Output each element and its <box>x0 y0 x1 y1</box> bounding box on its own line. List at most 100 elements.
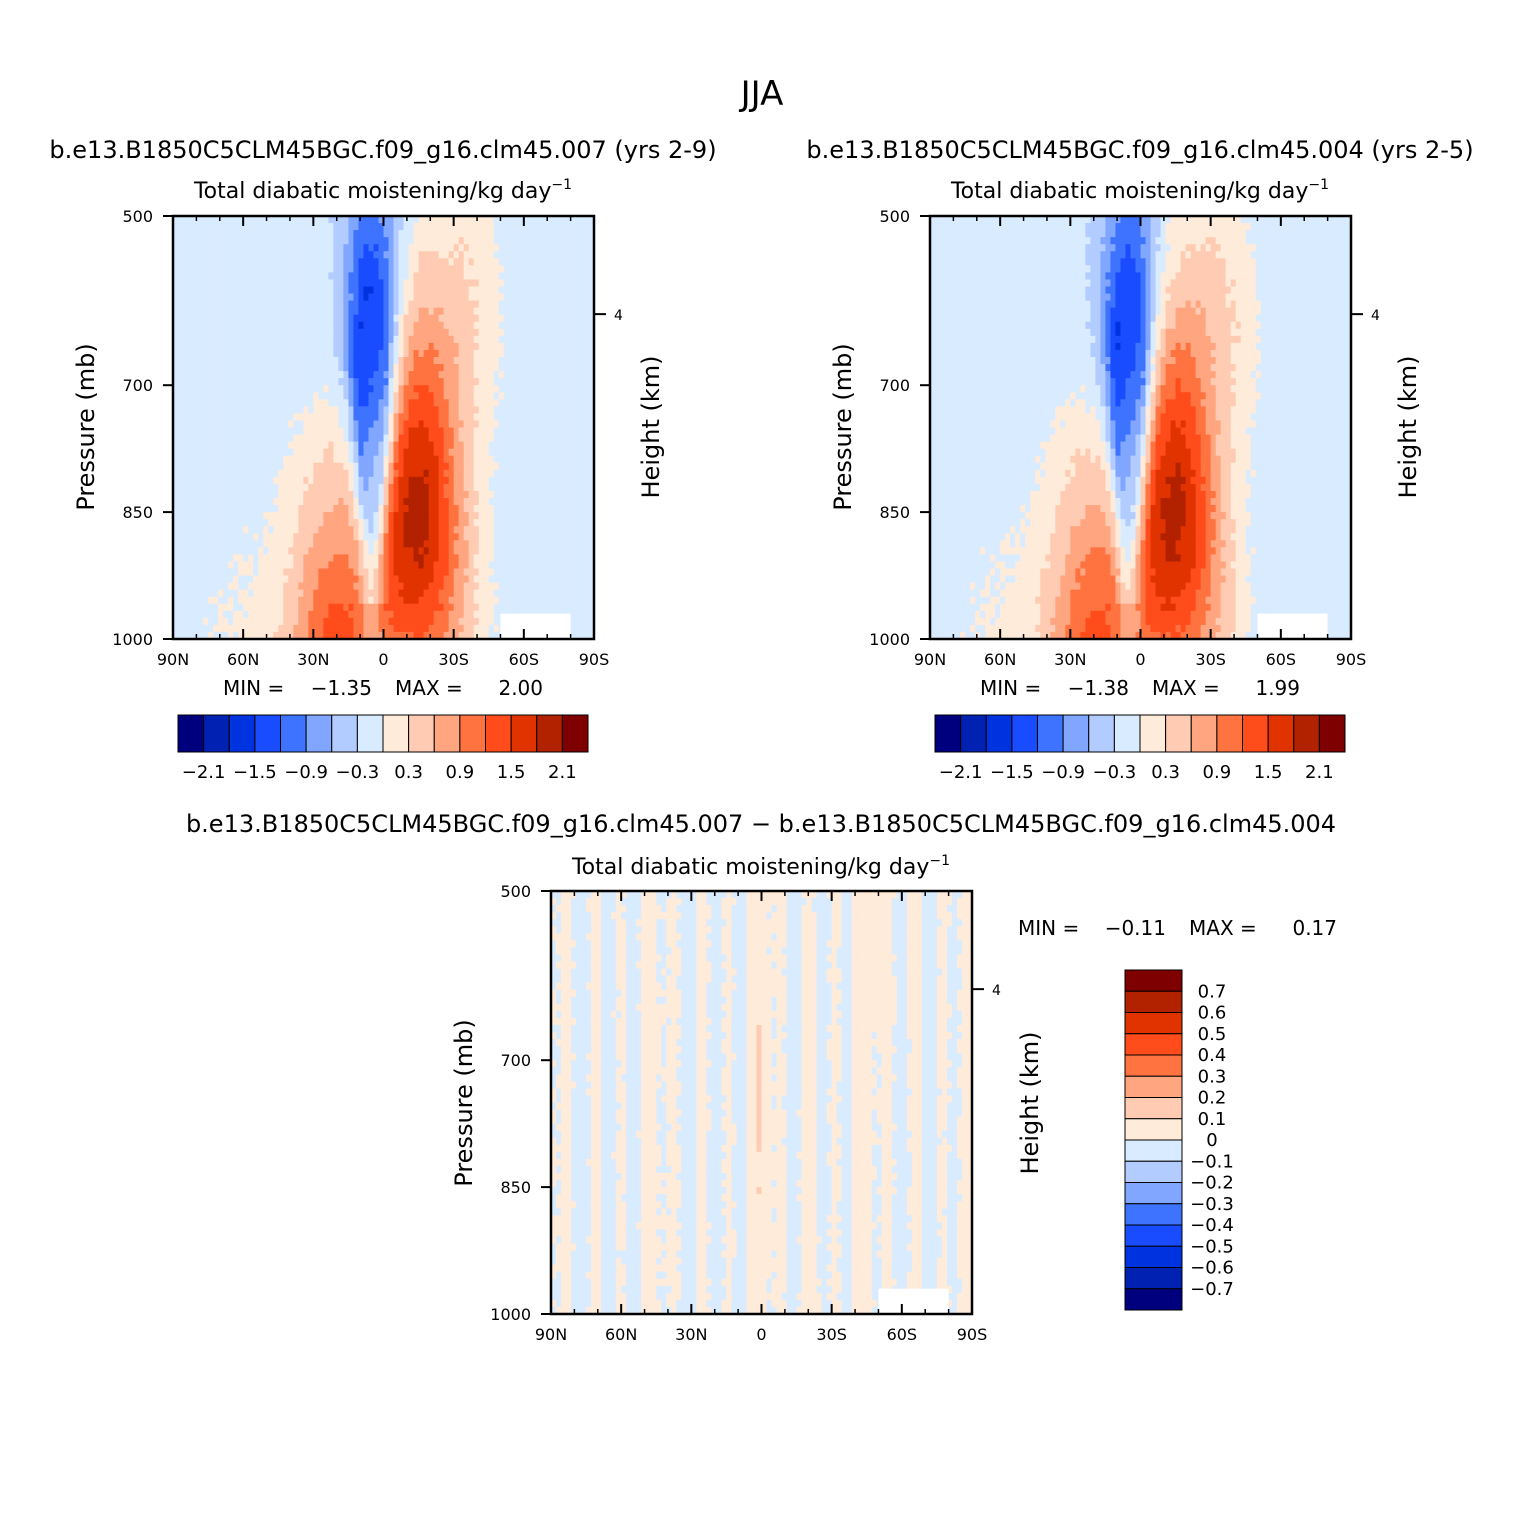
contour-cell <box>543 448 550 457</box>
contour-cell <box>273 392 279 400</box>
contour-cell <box>323 476 329 485</box>
contour-cell <box>343 223 350 231</box>
contour-cell <box>253 251 259 259</box>
contour-cell <box>218 505 224 513</box>
contour-cell <box>478 441 485 450</box>
contour-cell <box>483 244 490 252</box>
contour-cell <box>373 427 380 436</box>
contour-cell <box>323 371 329 379</box>
contour-cell <box>368 279 375 288</box>
contour-cell <box>303 385 309 393</box>
contour-cell <box>308 321 314 330</box>
contour-cell <box>363 526 370 534</box>
contour-cell <box>278 554 284 563</box>
contour-cell <box>403 462 410 471</box>
contour-cell <box>188 314 194 323</box>
contour-cell <box>538 462 545 471</box>
contour-cell <box>488 554 495 563</box>
contour-cell <box>533 441 540 450</box>
contour-cell <box>418 505 425 513</box>
contour-cell <box>183 223 189 231</box>
contour-cell <box>553 469 560 478</box>
contour-cell <box>238 286 244 295</box>
contour-cell <box>348 300 355 309</box>
contour-cell <box>528 272 535 281</box>
contour-cell <box>238 526 244 534</box>
contour-cell <box>403 357 410 365</box>
contour-cell <box>463 469 470 478</box>
contour-cell <box>523 314 530 323</box>
contour-cell <box>583 272 590 281</box>
contour-cell <box>173 321 179 330</box>
contour-cell <box>208 300 214 309</box>
contour-cell <box>458 300 465 309</box>
contour-cell <box>463 420 470 429</box>
contour-cell <box>243 469 249 478</box>
contour-cell <box>238 469 244 478</box>
contour-cell <box>333 533 339 541</box>
contour-cell <box>293 279 299 288</box>
contour-cell <box>278 371 284 379</box>
contour-cell <box>463 561 470 570</box>
contour-cell <box>523 603 530 612</box>
contour-cell <box>183 448 189 457</box>
contour-cell <box>178 321 184 330</box>
contour-cell <box>428 462 435 471</box>
contour-cell <box>508 434 515 443</box>
contour-cell <box>273 286 279 295</box>
contour-cell <box>568 533 575 541</box>
contour-cell <box>508 230 515 238</box>
contour-cell <box>188 596 194 605</box>
contour-cell <box>473 385 480 393</box>
contour-cell <box>223 512 229 520</box>
contour-cell <box>508 427 515 436</box>
contour-cell <box>373 216 380 224</box>
contour-cell <box>303 448 309 457</box>
contour-cell <box>248 286 254 295</box>
contour-cell <box>428 483 435 492</box>
contour-cell <box>438 307 445 316</box>
contour-cell <box>308 335 314 344</box>
contour-cell <box>288 272 294 281</box>
contour-cell <box>213 547 219 555</box>
contour-cell <box>363 392 370 400</box>
contour-cell <box>398 561 405 570</box>
contour-cell <box>303 462 309 471</box>
contour-cell <box>418 251 425 259</box>
contour-cell <box>513 413 520 422</box>
contour-cell <box>268 244 274 252</box>
contour-cell <box>378 321 385 330</box>
contour-cell <box>298 385 304 393</box>
contour-cell <box>533 490 540 499</box>
contour-cell <box>453 286 460 295</box>
contour-cell <box>553 216 560 224</box>
contour-cell <box>328 540 334 548</box>
contour-cell <box>198 540 204 548</box>
contour-cell <box>378 392 385 400</box>
contour-cell <box>288 441 294 450</box>
contour-cell <box>173 406 179 414</box>
contour-cell <box>393 321 400 330</box>
contour-cell <box>313 441 319 450</box>
contour-cell <box>328 258 334 266</box>
contour-cell <box>483 540 490 548</box>
contour-cell <box>303 378 309 386</box>
contour-cell <box>573 540 580 548</box>
contour-cell <box>343 441 350 450</box>
contour-cell <box>518 286 525 295</box>
contour-cell <box>373 490 380 499</box>
contour-cell <box>348 230 355 238</box>
contour-cell <box>173 483 179 492</box>
contour-cell <box>368 624 375 633</box>
contour-cell <box>408 265 415 273</box>
contour-cell <box>513 378 520 386</box>
contour-cell <box>533 582 540 591</box>
contour-cell <box>473 321 480 330</box>
contour-cell <box>358 357 365 365</box>
contour-cell <box>483 455 490 464</box>
contour-cell <box>273 624 279 633</box>
contour-cell <box>218 490 224 499</box>
contour-cell <box>558 533 565 541</box>
contour-cell <box>298 392 304 400</box>
contour-cell <box>323 469 329 478</box>
